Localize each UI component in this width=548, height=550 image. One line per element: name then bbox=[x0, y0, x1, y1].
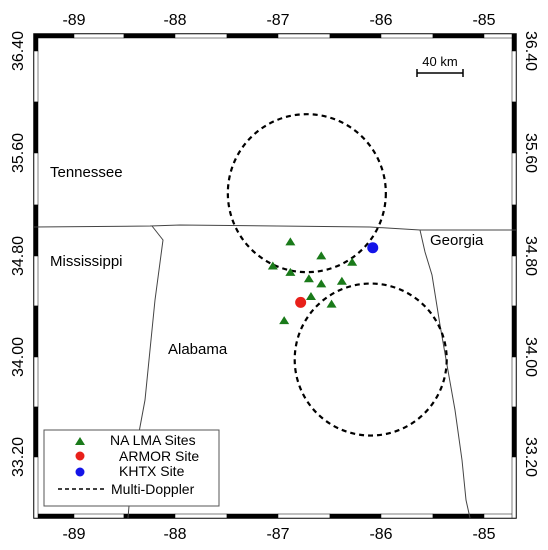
frame-segment bbox=[277, 33, 331, 39]
x-axis-ticks-bottom: -89 -88 -87 -86 -85 bbox=[62, 526, 495, 543]
frame-segment bbox=[33, 204, 39, 257]
legend-red-dot-icon bbox=[75, 451, 85, 461]
region-label-tennessee: Tennessee bbox=[50, 164, 123, 181]
x-tick-label: -87 bbox=[266, 526, 289, 543]
frame-segment bbox=[33, 101, 39, 154]
frame-segment bbox=[33, 255, 39, 307]
frame-segment bbox=[174, 513, 228, 519]
x-axis-ticks-top: -89 -88 -87 -86 -85 bbox=[62, 12, 495, 29]
x-tick-label: -87 bbox=[266, 12, 289, 29]
frame-segment bbox=[511, 101, 517, 154]
frame-segment bbox=[511, 356, 517, 408]
lma-site-triangle bbox=[267, 261, 278, 270]
multi-doppler-lobe bbox=[226, 113, 387, 274]
frame-segment bbox=[33, 305, 39, 358]
frame-segment bbox=[33, 33, 75, 39]
frame-segment bbox=[380, 33, 434, 39]
frame-segment bbox=[380, 513, 434, 519]
frame-segment bbox=[123, 513, 176, 519]
lma-site-triangle bbox=[347, 257, 358, 266]
armor-site-dot bbox=[295, 296, 307, 308]
lma-site-triangle bbox=[326, 299, 337, 308]
frame-segment bbox=[73, 33, 125, 39]
y-tick-label: 36.40 bbox=[10, 31, 27, 71]
frame-segment bbox=[483, 513, 517, 519]
x-tick-label: -85 bbox=[472, 12, 495, 29]
frame-segment bbox=[33, 50, 39, 103]
y-tick-label: 36.40 bbox=[522, 31, 539, 71]
y-tick-label: 33.20 bbox=[10, 437, 27, 477]
frame-segment bbox=[511, 33, 517, 52]
frame-segment bbox=[33, 356, 39, 408]
legend-label: Multi-Doppler bbox=[111, 481, 195, 497]
frame-segment bbox=[33, 33, 39, 52]
y-axis-ticks-left: 36.40 35.60 34.80 34.00 33.20 bbox=[10, 31, 27, 477]
radar-sites bbox=[267, 237, 379, 325]
lma-site-triangle bbox=[303, 274, 314, 283]
frame-segment bbox=[226, 33, 279, 39]
frame-segment bbox=[33, 406, 39, 458]
frame-segment bbox=[226, 513, 279, 519]
x-tick-label: -88 bbox=[163, 12, 186, 29]
frame-segment bbox=[33, 456, 39, 519]
frame-scale-bars bbox=[33, 33, 517, 519]
lma-site-triangle bbox=[316, 279, 327, 288]
y-tick-label: 34.80 bbox=[522, 236, 539, 276]
region-label-mississippi: Mississippi bbox=[50, 253, 123, 270]
frame-segment bbox=[511, 406, 517, 458]
lma-site-triangle bbox=[305, 292, 316, 301]
frame-segment bbox=[329, 33, 382, 39]
multi-doppler-lobes bbox=[226, 113, 448, 437]
lma-site-triangle bbox=[285, 267, 296, 276]
y-tick-label: 34.00 bbox=[10, 337, 27, 377]
x-tick-label: -86 bbox=[369, 12, 392, 29]
y-tick-label: 33.20 bbox=[522, 437, 539, 477]
region-label-georgia: Georgia bbox=[430, 232, 484, 249]
frame-segment bbox=[432, 33, 485, 39]
frame-segment bbox=[277, 513, 331, 519]
frame-segment bbox=[174, 33, 228, 39]
lma-site-triangle bbox=[279, 316, 290, 325]
frame-segment bbox=[329, 513, 382, 519]
y-tick-label: 34.00 bbox=[522, 337, 539, 377]
x-tick-label: -88 bbox=[163, 526, 186, 543]
frame-segment bbox=[511, 152, 517, 206]
lma-site-triangle bbox=[285, 237, 296, 246]
y-tick-label: 35.60 bbox=[10, 133, 27, 173]
lma-site-triangle bbox=[316, 251, 327, 260]
x-tick-label: -89 bbox=[62, 526, 85, 543]
frame-segment bbox=[511, 305, 517, 358]
legend: NA LMA Sites ARMOR Site KHTX Site Multi-… bbox=[43, 429, 220, 507]
frame-segment bbox=[432, 513, 485, 519]
frame-segment bbox=[33, 513, 75, 519]
frame-segment bbox=[511, 255, 517, 307]
y-axis-ticks-right: 36.40 35.60 34.80 34.00 33.20 bbox=[522, 31, 539, 477]
multi-doppler-lobe bbox=[293, 282, 448, 437]
lma-site-triangle bbox=[336, 276, 347, 285]
alabama-georgia-border bbox=[419, 229, 471, 519]
legend-label: KHTX Site bbox=[119, 463, 185, 479]
khtx-site-dot bbox=[367, 242, 379, 254]
frame-segment bbox=[33, 152, 39, 206]
x-tick-label: -89 bbox=[62, 12, 85, 29]
frame-segment bbox=[511, 50, 517, 103]
legend-label: ARMOR Site bbox=[119, 448, 199, 464]
y-tick-label: 34.80 bbox=[10, 236, 27, 276]
legend-label: NA LMA Sites bbox=[110, 432, 196, 448]
x-tick-label: -85 bbox=[472, 526, 495, 543]
scale-bar-label: 40 km bbox=[422, 54, 457, 69]
frame-segment bbox=[73, 513, 125, 519]
frame-segment bbox=[511, 456, 517, 519]
scale-bar: 40 km bbox=[416, 54, 464, 77]
legend-blue-dot-icon bbox=[75, 467, 85, 477]
region-label-alabama: Alabama bbox=[168, 341, 228, 358]
frame-segment bbox=[123, 33, 176, 39]
legend-triangle-icon bbox=[75, 437, 85, 445]
y-tick-label: 35.60 bbox=[522, 133, 539, 173]
x-tick-label: -86 bbox=[369, 526, 392, 543]
frame-segment bbox=[483, 33, 517, 39]
legend-box bbox=[43, 429, 220, 507]
tennessee-border bbox=[33, 224, 516, 231]
